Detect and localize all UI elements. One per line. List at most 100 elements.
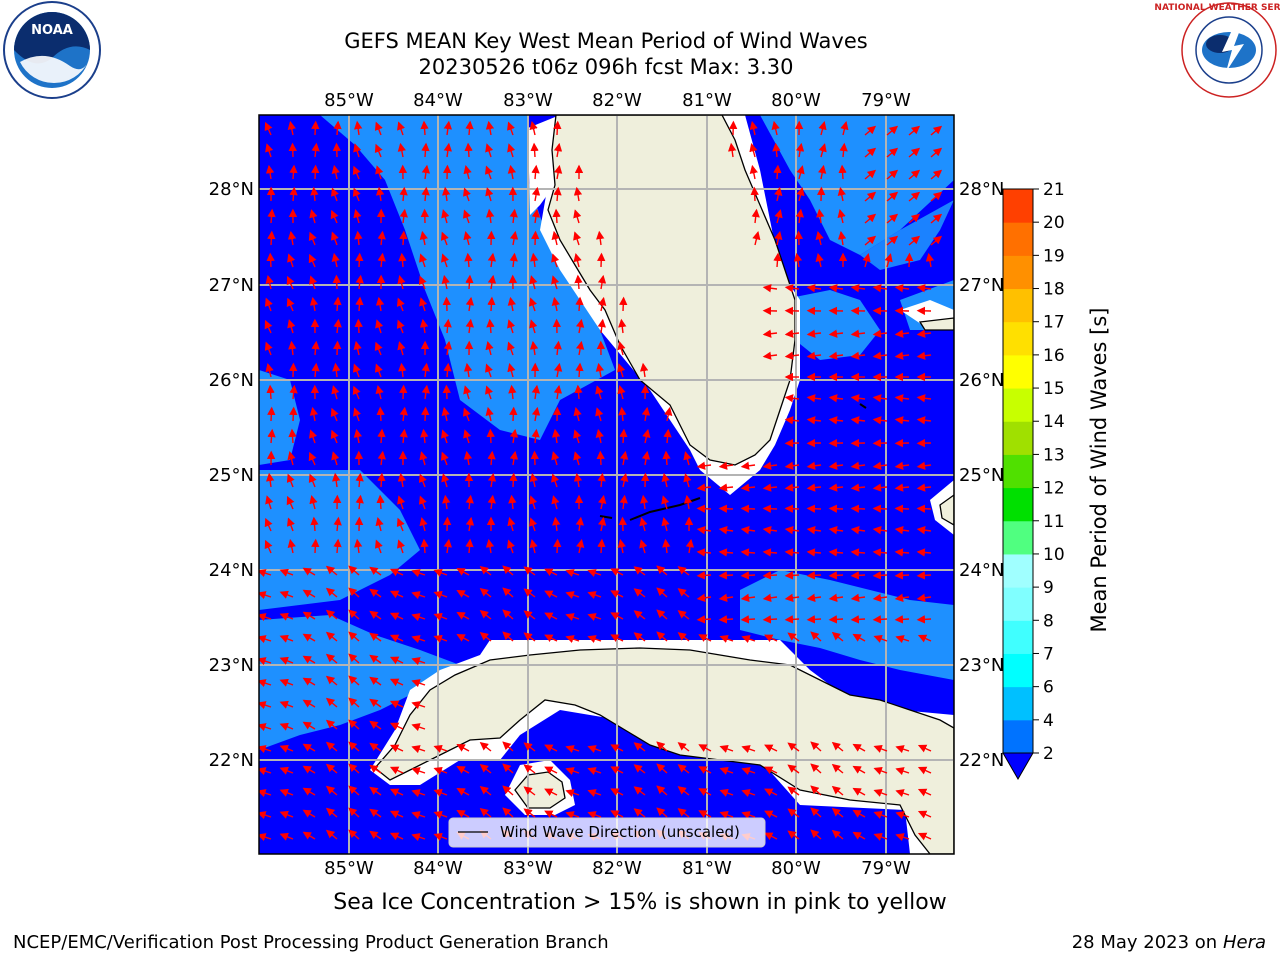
wind-wave-arrow (330, 407, 339, 422)
wind-wave-arrow (309, 275, 318, 290)
wind-wave-arrow (355, 296, 364, 312)
wind-wave-arrow (418, 495, 427, 510)
wind-wave-arrow (551, 473, 560, 488)
wind-wave-arrow (762, 284, 778, 293)
wind-wave-arrow (662, 538, 671, 554)
wind-wave-arrow (311, 340, 320, 356)
wind-wave-arrow (698, 766, 712, 774)
wind-wave-arrow (259, 701, 272, 710)
wind-wave-arrow (308, 451, 317, 466)
wind-wave-arrow (784, 394, 800, 403)
wind-wave-arrow (894, 483, 910, 492)
wind-wave-arrow (784, 571, 800, 580)
lat-tick-left: 22°N (209, 750, 254, 771)
wind-wave-arrow (397, 341, 406, 356)
wind-wave-arrow (375, 296, 385, 312)
colorbar-segment (1003, 653, 1033, 688)
wind-wave-arrow (917, 634, 932, 643)
wind-wave-arrow (333, 318, 342, 334)
wind-wave-arrow (576, 538, 585, 554)
wind-wave-arrow (267, 406, 276, 422)
colorbar-segment (1003, 255, 1033, 290)
wind-wave-arrow (433, 788, 448, 797)
wind-wave-arrow (523, 588, 536, 598)
wind-wave-arrow (411, 723, 426, 732)
wind-wave-arrow (597, 538, 606, 554)
wind-wave-arrow (677, 764, 690, 774)
wind-wave-arrow (677, 566, 690, 576)
wind-wave-arrow (806, 461, 822, 470)
wind-wave-arrow (764, 788, 778, 797)
wind-wave-arrow (259, 745, 272, 754)
wind-wave-arrow (302, 567, 316, 576)
wind-wave-arrow (787, 742, 800, 752)
wind-wave-arrow (419, 451, 428, 466)
wind-wave-arrow (850, 593, 866, 602)
wind-wave-arrow (810, 763, 822, 774)
lon-tick-top: 79°W (861, 90, 911, 111)
wind-wave-arrow (279, 766, 294, 775)
wind-wave-arrow (374, 121, 383, 136)
wind-wave-arrow (553, 142, 563, 158)
wind-wave-arrow (348, 807, 360, 818)
wind-wave-arrow (850, 526, 866, 535)
wind-wave-arrow (353, 209, 362, 224)
wind-wave-arrow (852, 765, 866, 774)
wind-wave-arrow (916, 483, 932, 492)
wind-wave-arrow (916, 504, 932, 513)
wind-wave-arrow (529, 319, 538, 334)
wind-wave-arrow (523, 632, 536, 642)
wind-wave-arrow (487, 274, 497, 290)
lat-tick-right: 27°N (959, 275, 1004, 296)
wind-wave-arrow (465, 274, 474, 290)
wind-wave-arrow (479, 566, 492, 576)
wind-wave-arrow (442, 296, 451, 312)
wind-wave-arrow (894, 416, 910, 425)
wind-wave-arrow (411, 679, 426, 688)
wind-wave-arrow (509, 472, 518, 488)
wind-wave-arrow (872, 351, 888, 360)
wind-wave-arrow (289, 186, 298, 202)
wind-wave-arrow (633, 786, 646, 796)
wind-wave-arrow (411, 789, 426, 798)
wind-wave-arrow (529, 495, 538, 510)
colorbar-tick-label: 11 (1043, 512, 1065, 532)
wind-wave-arrow (751, 208, 760, 224)
wind-wave-arrow (831, 631, 844, 642)
lat-tick-right: 26°N (959, 370, 1004, 391)
wind-wave-arrow (718, 593, 734, 602)
wind-wave-arrow (886, 191, 899, 202)
lat-tick-right: 25°N (959, 465, 1004, 486)
wind-wave-arrow (838, 164, 847, 180)
wind-wave-arrow (828, 571, 844, 580)
wind-wave-arrow (828, 483, 844, 492)
wind-wave-arrow (764, 766, 778, 775)
wind-wave-arrow (396, 297, 405, 312)
wind-wave-arrow (464, 252, 473, 268)
wind-wave-arrow (389, 832, 404, 841)
lat-tick-right: 23°N (959, 655, 1004, 676)
wind-wave-arrow (595, 428, 604, 444)
wind-wave-arrow (463, 429, 472, 444)
lat-tick-right: 22°N (959, 750, 1004, 771)
wind-wave-arrow (886, 235, 899, 246)
wind-wave-arrow (443, 340, 453, 356)
wind-wave-arrow (485, 143, 494, 158)
colorbar-segment (1003, 421, 1033, 455)
wind-wave-arrow (487, 450, 496, 466)
wind-wave-arrow (661, 517, 670, 532)
wind-wave-arrow (289, 384, 298, 400)
wind-wave-arrow (464, 142, 473, 158)
wind-wave-arrow (509, 230, 519, 246)
wind-wave-arrow (696, 593, 712, 602)
wind-wave-arrow (433, 744, 448, 753)
wind-wave-arrow (353, 340, 362, 356)
wind-wave-arrow (565, 635, 580, 644)
wind-wave-arrow (302, 765, 316, 774)
wind-wave-arrow (894, 593, 910, 602)
wind-wave-arrow (279, 788, 294, 797)
wind-wave-arrow (749, 143, 758, 158)
wind-wave-arrow (507, 363, 516, 378)
wind-wave-arrow (369, 742, 382, 752)
lat-tick-right: 24°N (959, 560, 1004, 581)
